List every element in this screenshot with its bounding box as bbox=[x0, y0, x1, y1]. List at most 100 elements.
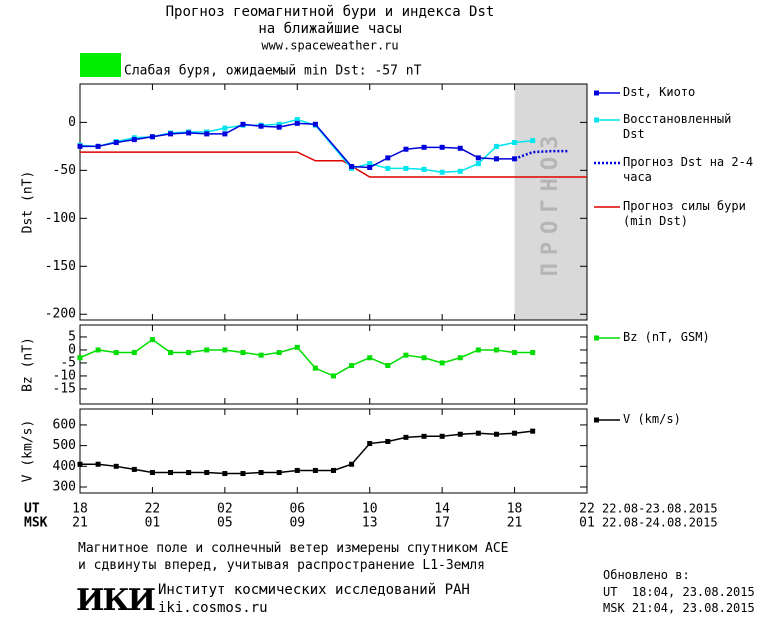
y-tick-label: 500 bbox=[53, 438, 76, 453]
institute: Институт космических исследований РАН bbox=[158, 582, 470, 598]
data-point bbox=[276, 124, 282, 130]
forecast-region bbox=[514, 84, 587, 320]
data-point bbox=[530, 428, 536, 434]
data-point bbox=[457, 168, 463, 174]
y-axis-label: V (km/s) bbox=[21, 420, 36, 483]
data-point bbox=[294, 344, 300, 350]
y-axis-label: Dst (nT) bbox=[21, 171, 36, 234]
data-point bbox=[204, 347, 210, 353]
data-point bbox=[168, 470, 174, 476]
legend-entry: Bz (nT, GSM) bbox=[623, 330, 710, 344]
updated-ut: UT 18:04, 23.08.2015 bbox=[603, 585, 755, 599]
logo: ИКИ bbox=[76, 583, 156, 618]
legend-marker bbox=[594, 90, 599, 96]
legend-entry: Прогноз силы бури (min Dst) bbox=[623, 199, 746, 228]
y-tick-label: -50 bbox=[53, 163, 76, 178]
series-line bbox=[80, 122, 515, 169]
series-line bbox=[514, 149, 569, 161]
data-point bbox=[385, 155, 391, 161]
x-range: 22.08-24.08.2015 bbox=[602, 516, 718, 530]
x-tick-label: 21 bbox=[507, 516, 523, 531]
data-point bbox=[95, 461, 101, 467]
series-line bbox=[79, 118, 533, 174]
data-point bbox=[385, 363, 391, 369]
data-point bbox=[204, 131, 210, 137]
data-point bbox=[457, 145, 463, 151]
data-point bbox=[403, 352, 409, 358]
data-point bbox=[294, 467, 300, 473]
x-axis-label: MSK bbox=[24, 516, 48, 531]
data-point bbox=[512, 350, 518, 356]
data-point bbox=[258, 123, 264, 129]
data-point bbox=[204, 470, 210, 476]
data-point bbox=[149, 470, 155, 476]
legend-entry: V (km/s) bbox=[623, 412, 681, 426]
data-point bbox=[493, 156, 499, 162]
data-point bbox=[276, 350, 282, 356]
data-point bbox=[113, 140, 119, 146]
legend-entry: Восстановленный Dst bbox=[623, 112, 732, 141]
data-point bbox=[367, 164, 373, 170]
x-tick-label: 17 bbox=[434, 516, 450, 531]
y-axis-label: Bz (nT) bbox=[21, 337, 36, 392]
data-point bbox=[222, 471, 228, 477]
x-tick-label: 10 bbox=[362, 502, 378, 517]
data-point bbox=[385, 438, 391, 444]
data-point bbox=[512, 140, 518, 146]
data-point bbox=[349, 363, 355, 369]
x-tick-label: 13 bbox=[362, 516, 378, 531]
data-point bbox=[222, 125, 228, 131]
data-point bbox=[349, 461, 355, 467]
data-point bbox=[403, 165, 409, 171]
data-point bbox=[149, 134, 155, 140]
data-point bbox=[367, 441, 373, 447]
data-point bbox=[367, 161, 373, 167]
data-point bbox=[240, 350, 246, 356]
x-tick-label: 02 bbox=[217, 502, 233, 517]
data-point bbox=[367, 355, 373, 361]
y-tick-label: -100 bbox=[45, 211, 76, 226]
data-point bbox=[530, 350, 536, 356]
title: на ближайшие часы bbox=[258, 21, 401, 37]
x-tick-label: 18 bbox=[507, 502, 523, 517]
data-point bbox=[475, 430, 481, 436]
data-point bbox=[475, 347, 481, 353]
data-point bbox=[439, 169, 445, 175]
data-point bbox=[294, 116, 300, 122]
status-swatch bbox=[80, 53, 121, 77]
x-tick-label: 01 bbox=[579, 516, 595, 531]
data-point bbox=[95, 143, 101, 149]
data-point bbox=[149, 337, 155, 343]
x-tick-label: 22 bbox=[145, 502, 161, 517]
updated: Обновлено в: bbox=[603, 568, 690, 582]
y-tick-label: 600 bbox=[53, 417, 76, 432]
data-point bbox=[493, 431, 499, 437]
x-tick-label: 09 bbox=[289, 516, 305, 531]
data-point bbox=[276, 470, 282, 476]
data-point bbox=[240, 471, 246, 477]
data-point bbox=[77, 461, 83, 467]
data-point bbox=[530, 138, 536, 144]
y-tick-label: -10 bbox=[53, 368, 76, 383]
y-tick-label: 0 bbox=[68, 342, 76, 357]
legend-marker bbox=[594, 117, 599, 123]
x-tick-label: 18 bbox=[72, 502, 88, 517]
data-point bbox=[131, 137, 137, 143]
data-point bbox=[512, 156, 518, 162]
data-point bbox=[77, 355, 83, 361]
series-line bbox=[79, 338, 533, 377]
series-line bbox=[80, 151, 587, 178]
data-point bbox=[421, 433, 427, 439]
data-point bbox=[276, 121, 282, 127]
title: Прогноз геомагнитной бури и индекса Dst bbox=[166, 4, 495, 20]
x-tick-label: 01 bbox=[145, 516, 161, 531]
data-point bbox=[457, 431, 463, 437]
y-tick-label: -5 bbox=[60, 355, 76, 370]
data-point bbox=[258, 470, 264, 476]
data-point bbox=[421, 166, 427, 172]
data-point bbox=[294, 120, 300, 126]
data-point bbox=[95, 347, 101, 353]
x-tick-label: 06 bbox=[289, 502, 305, 517]
